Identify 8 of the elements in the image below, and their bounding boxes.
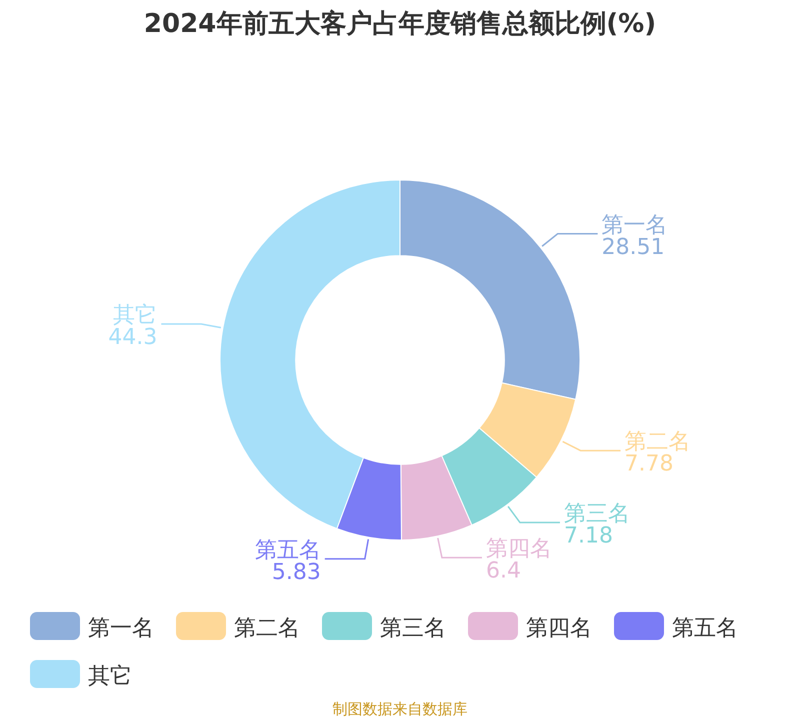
- legend-label: 第四名: [526, 616, 592, 641]
- legend-label: 第二名: [234, 616, 300, 641]
- legend-label: 第五名: [672, 616, 738, 641]
- legend-label: 第一名: [88, 616, 154, 641]
- legend-label: 其它: [88, 664, 132, 689]
- text: 制图数据来自数据库: [332, 700, 468, 718]
- legend-label: 第三名: [380, 616, 446, 641]
- chart-title: 2024年前五大客户占年度销售总额比例(%): [144, 9, 656, 39]
